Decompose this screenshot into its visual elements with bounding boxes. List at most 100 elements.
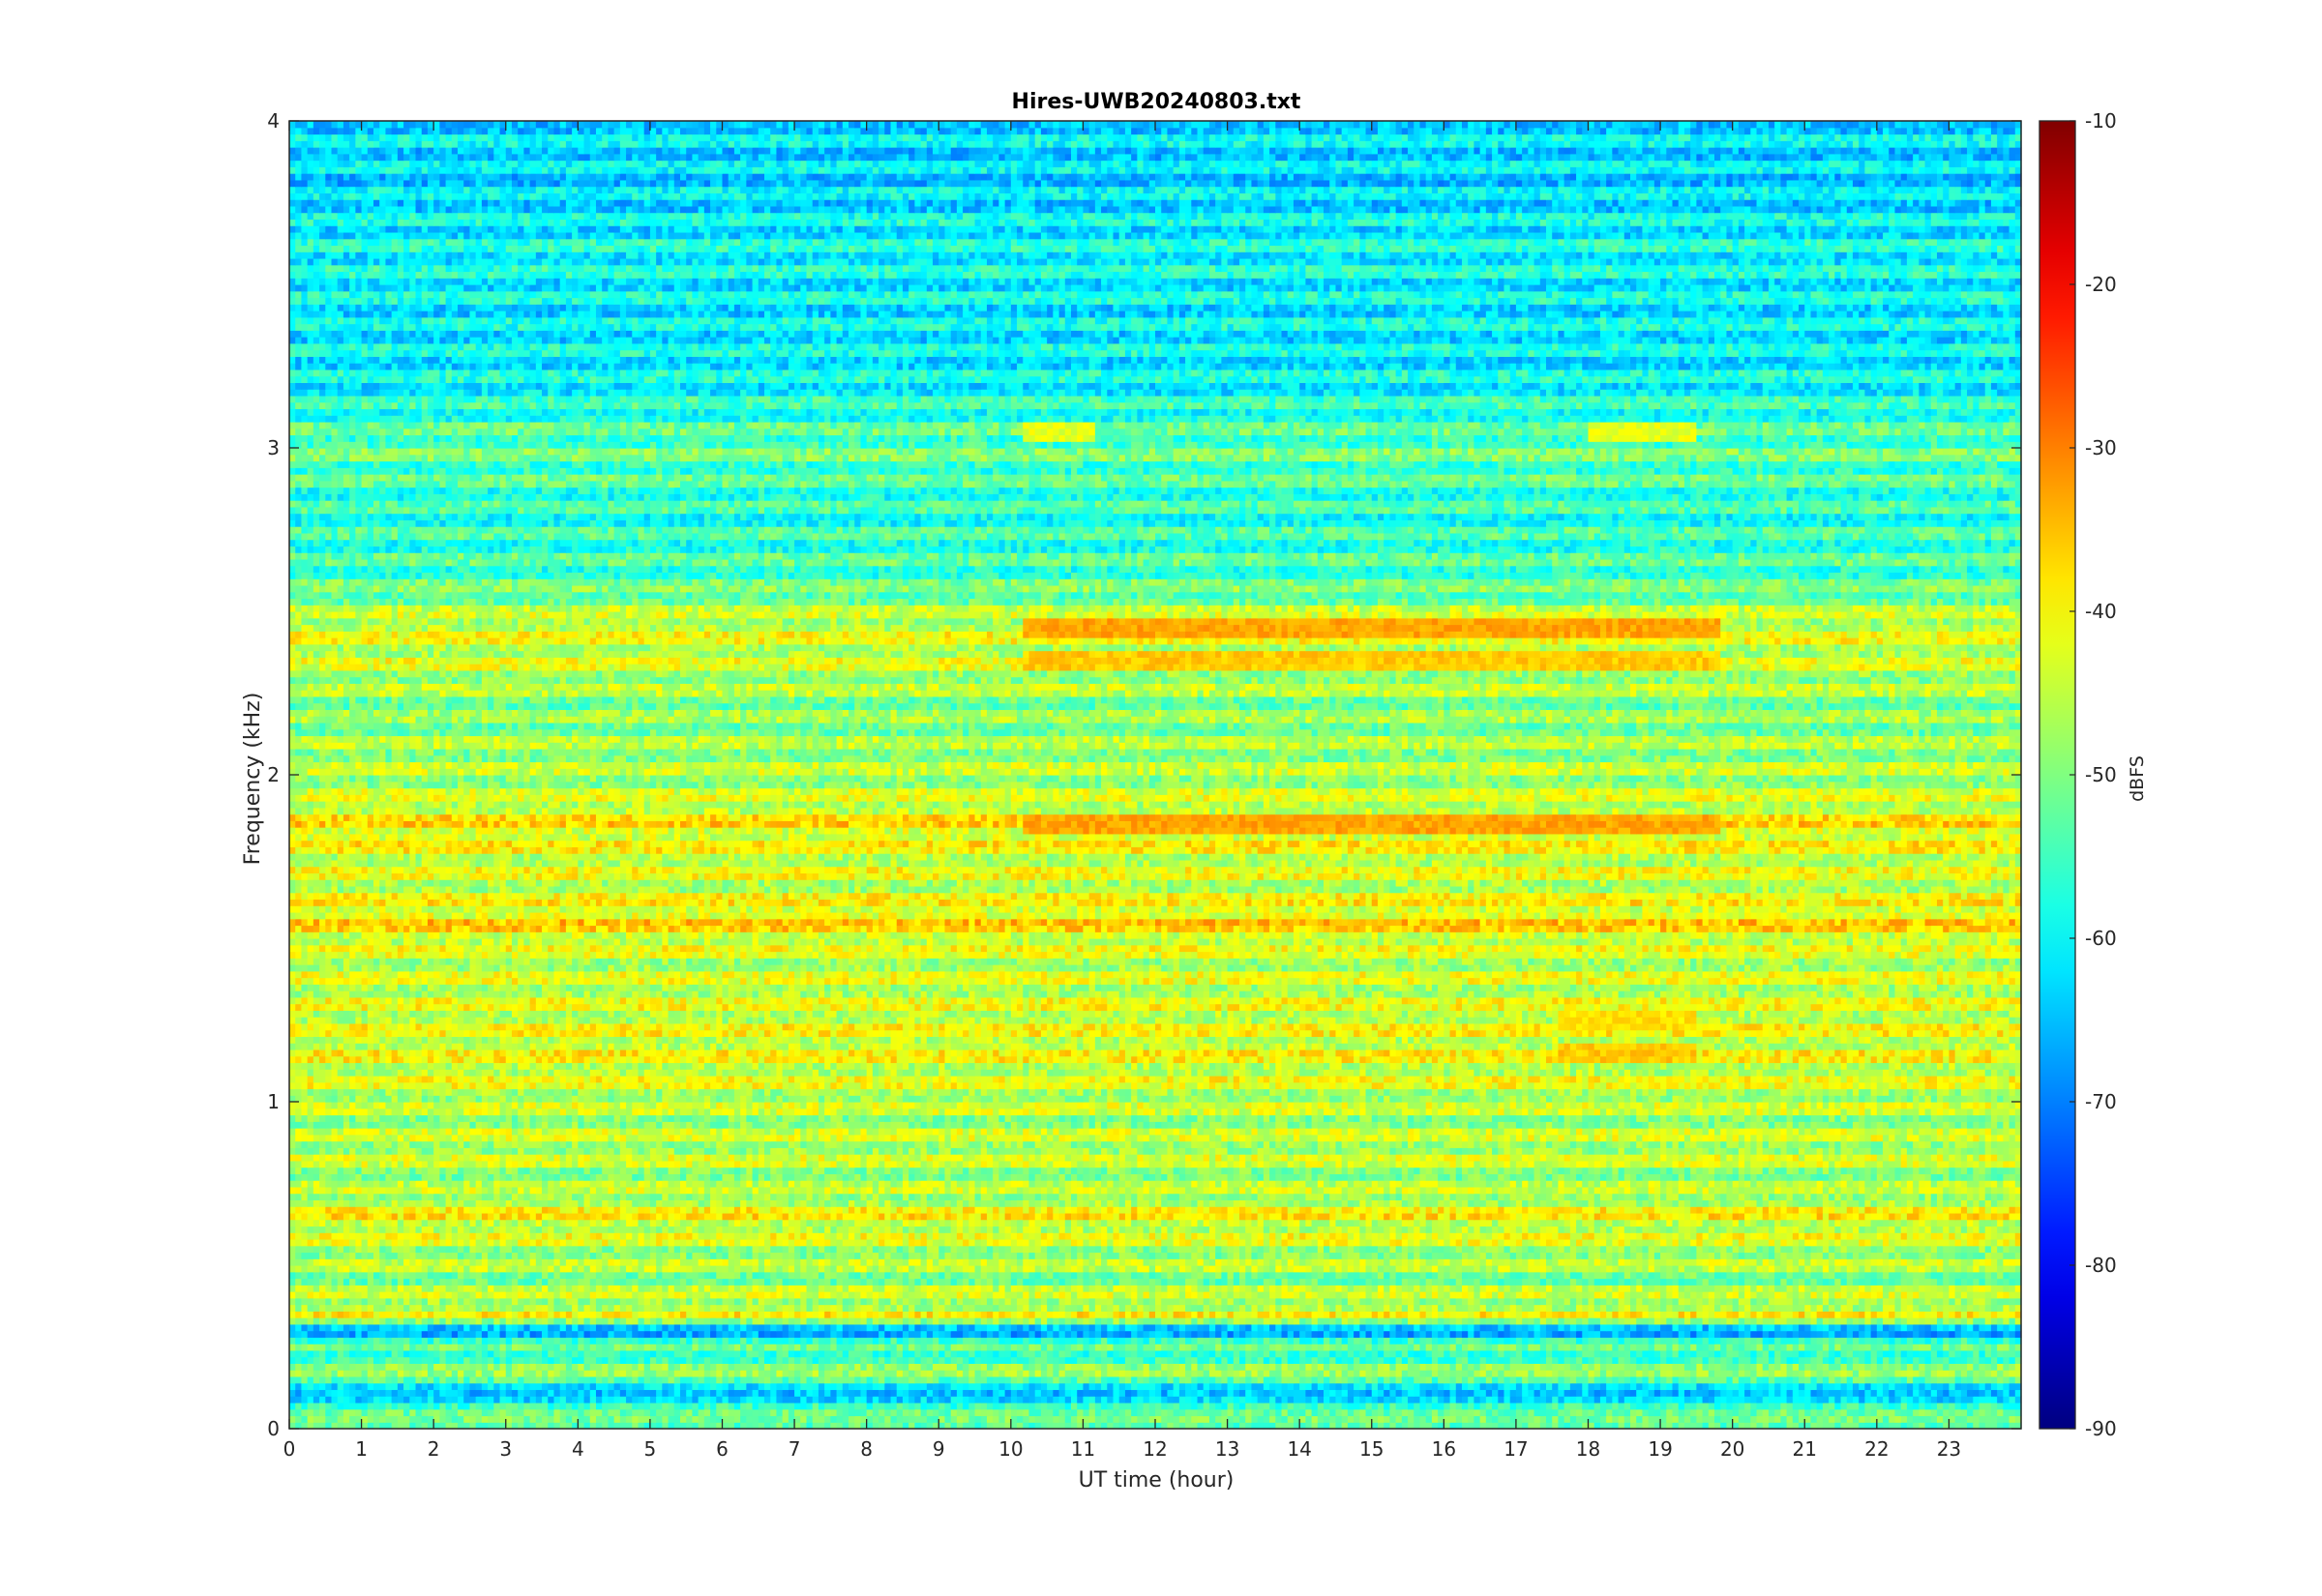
heatmap-cell: [1089, 1409, 1096, 1416]
heatmap-cell: [325, 1409, 332, 1416]
heatmap-cell: [614, 1389, 621, 1396]
heatmap-cell: [1468, 1409, 1474, 1416]
heatmap-cell: [1191, 1396, 1198, 1403]
heatmap-cell: [553, 1396, 560, 1403]
heatmap-cell: [938, 1403, 945, 1409]
heatmap-cell: [1342, 1396, 1349, 1403]
heatmap-cell: [1589, 1396, 1595, 1403]
heatmap-cell: [903, 1409, 909, 1416]
heatmap-cell: [1462, 1409, 1469, 1416]
heatmap-cell: [734, 1396, 741, 1403]
heatmap-cell: [1239, 1415, 1246, 1422]
heatmap-cell: [488, 1403, 494, 1409]
heatmap-cell: [1299, 1409, 1306, 1416]
heatmap-cell: [873, 1415, 879, 1422]
heatmap-cell: [1294, 1409, 1300, 1416]
heatmap-cell: [1234, 1396, 1240, 1403]
heatmap-cell: [776, 1389, 783, 1396]
heatmap-cell: [1419, 1409, 1426, 1416]
heatmap-cell: [379, 1389, 386, 1396]
heatmap-cell: [1889, 1403, 1895, 1409]
heatmap-cell: [1649, 1403, 1655, 1409]
heatmap-cell: [355, 1396, 362, 1403]
heatmap-cell: [686, 1415, 693, 1422]
heatmap-cell: [944, 1409, 951, 1416]
heatmap-cell: [878, 1409, 885, 1416]
heatmap-cell: [422, 1396, 429, 1403]
heatmap-cell: [1709, 1403, 1715, 1409]
heatmap-cell: [319, 1396, 326, 1403]
heatmap-cell: [1673, 1415, 1680, 1422]
heatmap-cell: [1925, 1396, 1932, 1403]
heatmap-cell: [1251, 1415, 1258, 1422]
heatmap-cell: [644, 1396, 651, 1403]
heatmap-cell: [1943, 1409, 1950, 1416]
heatmap-cell: [553, 1409, 560, 1416]
heatmap-cell: [530, 1403, 537, 1409]
heatmap-cell: [1684, 1409, 1691, 1416]
heatmap-cell: [1540, 1415, 1547, 1422]
heatmap-cell: [938, 1415, 945, 1422]
heatmap-cell: [1642, 1409, 1649, 1416]
heatmap-cell: [776, 1415, 783, 1422]
heatmap-cell: [1095, 1396, 1102, 1403]
heatmap-cell: [596, 1403, 603, 1409]
heatmap-cell: [1384, 1403, 1390, 1409]
heatmap-cell: [753, 1403, 759, 1409]
heatmap-cell: [1943, 1403, 1950, 1409]
heatmap-cell: [500, 1396, 507, 1403]
heatmap-cell: [1853, 1409, 1860, 1416]
heatmap-cell: [897, 1403, 904, 1409]
heatmap-cell: [1269, 1415, 1276, 1422]
heatmap-cell: [1961, 1403, 1968, 1409]
heatmap-cell: [1492, 1396, 1499, 1403]
heatmap-cell: [553, 1415, 560, 1422]
heatmap-cell: [1769, 1403, 1775, 1409]
heatmap-cell: [553, 1403, 560, 1409]
heatmap-cell: [1864, 1409, 1871, 1416]
heatmap-cell: [746, 1409, 753, 1416]
heatmap-cell: [1503, 1415, 1510, 1422]
heatmap-cell: [1071, 1396, 1078, 1403]
heatmap-cell: [1804, 1409, 1811, 1416]
heatmap-cell: [807, 1403, 814, 1409]
heatmap-cell: [1239, 1396, 1246, 1403]
heatmap-cell: [1937, 1409, 1944, 1416]
heatmap-cell: [368, 1409, 374, 1416]
heatmap-cell: [1209, 1396, 1216, 1403]
heatmap-cell: [759, 1415, 765, 1422]
heatmap-cell: [1335, 1396, 1342, 1403]
heatmap-cell: [1155, 1396, 1162, 1403]
heatmap-cell: [1991, 1403, 1998, 1409]
heatmap-cell: [1564, 1403, 1571, 1409]
heatmap-cell: [416, 1409, 423, 1416]
heatmap-cell: [1174, 1409, 1180, 1416]
heatmap-cell: [1877, 1415, 1884, 1422]
heatmap-cell: [650, 1396, 657, 1403]
heatmap-cell: [807, 1396, 814, 1403]
heatmap-cell: [830, 1389, 837, 1396]
heatmap-cell: [362, 1403, 369, 1409]
heatmap-cell: [1679, 1396, 1685, 1403]
heatmap-cell: [1335, 1415, 1342, 1422]
heatmap-cell: [1961, 1415, 1968, 1422]
heatmap-cell: [753, 1415, 759, 1422]
heatmap-cell: [1077, 1396, 1084, 1403]
heatmap-cell: [843, 1396, 849, 1403]
heatmap-cell: [439, 1415, 446, 1422]
heatmap-cell: [783, 1396, 789, 1403]
heatmap-cell: [608, 1389, 614, 1396]
heatmap-cell: [710, 1409, 717, 1416]
heatmap-cell: [837, 1409, 844, 1416]
heatmap-cell: [1799, 1396, 1805, 1403]
heatmap-cell: [1570, 1415, 1577, 1422]
heatmap-cell: [710, 1403, 717, 1409]
heatmap-cell: [584, 1415, 591, 1422]
heatmap-cell: [1221, 1403, 1228, 1409]
heatmap-cell: [469, 1389, 476, 1396]
heatmap-cell: [1793, 1396, 1800, 1403]
heatmap-cell: [1089, 1403, 1096, 1409]
heatmap-cell: [542, 1415, 549, 1422]
heatmap-cell: [500, 1389, 507, 1396]
heatmap-cell: [794, 1403, 801, 1409]
